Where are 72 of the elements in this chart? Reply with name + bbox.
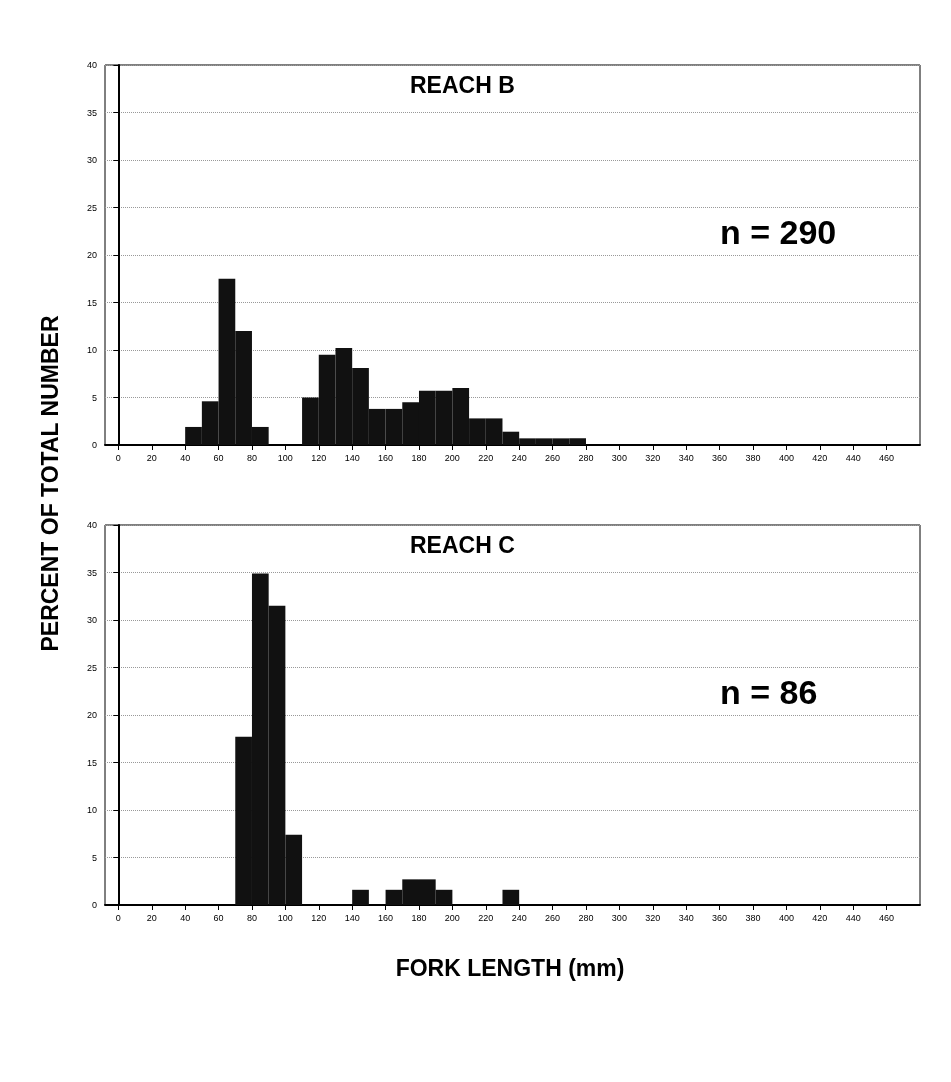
x-tick-label: 400 [778,452,794,463]
x-tick-label: 220 [478,452,494,463]
x-tick-label: 120 [311,912,327,923]
y-axis-title: PERCENT OF TOTAL NUMBER [36,314,64,654]
x-tick-label: 120 [311,452,327,463]
x-tick-label: 160 [378,452,394,463]
y-tick-label: 30 [86,155,97,165]
x-tick-label: 280 [578,912,594,923]
x-tick-label: 260 [545,452,561,463]
annotation: n = 86 [720,673,818,711]
y-tick-label: 25 [86,662,97,673]
x-tick-label: 20 [146,912,157,923]
x-tick-label: 80 [246,452,257,463]
x-tick-label: 180 [411,912,427,923]
x-tick-label: 420 [812,912,828,923]
x-tick-label: 360 [712,452,728,463]
x-tick-label: 100 [277,912,293,923]
x-tick-label: 320 [645,912,661,923]
x-tick-label: 140 [344,912,360,923]
x-tick-label: 20 [146,452,157,463]
y-tick-label: 0 [91,440,97,450]
chart-title: REACH B [410,71,515,98]
x-tick-label: 140 [344,452,360,463]
x-tick-label: 200 [444,912,460,923]
x-tick-label: 360 [712,912,728,923]
chart-title: REACH C [410,531,515,558]
x-tick-label: 180 [411,452,427,463]
x-tick-label: 0 [115,452,121,463]
x-tick-label: 240 [511,912,527,923]
y-tick-label: 40 [86,520,97,530]
x-tick-label: 240 [511,452,527,463]
y-tick-label: 20 [86,250,97,260]
x-axis-title: FORK LENGTH (mm) [394,955,626,982]
x-tick-label: 420 [812,452,828,463]
x-tick-label: 60 [213,912,224,923]
y-tick-label: 20 [86,710,97,720]
x-tick-label: 440 [845,912,861,923]
y-tick-label: 40 [86,60,97,70]
y-tick-label: 35 [86,567,97,578]
x-tick-label: 160 [378,912,394,923]
x-tick-label: 340 [678,912,694,923]
x-tick-label: 300 [611,912,627,923]
x-tick-label: 300 [611,452,627,463]
x-tick-label: 280 [578,452,594,463]
y-tick-label: 10 [86,805,97,815]
x-tick-label: 200 [444,452,460,463]
x-tick-label: 460 [879,912,895,923]
x-tick-label: 100 [277,452,293,463]
y-tick-label: 0 [91,900,97,910]
x-tick-label: 40 [180,452,191,463]
x-tick-label: 80 [246,912,257,923]
y-tick-label: 5 [91,392,97,403]
x-tick-label: 460 [879,452,895,463]
annotation: n = 290 [720,213,837,251]
y-tick-label: 5 [91,852,97,863]
y-tick-label: 15 [86,297,97,308]
x-tick-label: 400 [778,912,794,923]
x-tick-label: 0 [115,912,121,923]
y-tick-label: 25 [86,202,97,213]
y-tick-label: 35 [86,107,97,118]
x-tick-label: 440 [845,452,861,463]
x-tick-label: 320 [645,452,661,463]
x-tick-label: 60 [213,452,224,463]
x-tick-label: 40 [180,912,191,923]
x-tick-label: 380 [745,912,761,923]
y-tick-label: 30 [86,615,97,625]
y-tick-label: 10 [86,345,97,355]
x-tick-label: 380 [745,452,761,463]
y-tick-label: 15 [86,757,97,768]
x-tick-label: 220 [478,912,494,923]
x-tick-label: 340 [678,452,694,463]
x-tick-label: 260 [545,912,561,923]
